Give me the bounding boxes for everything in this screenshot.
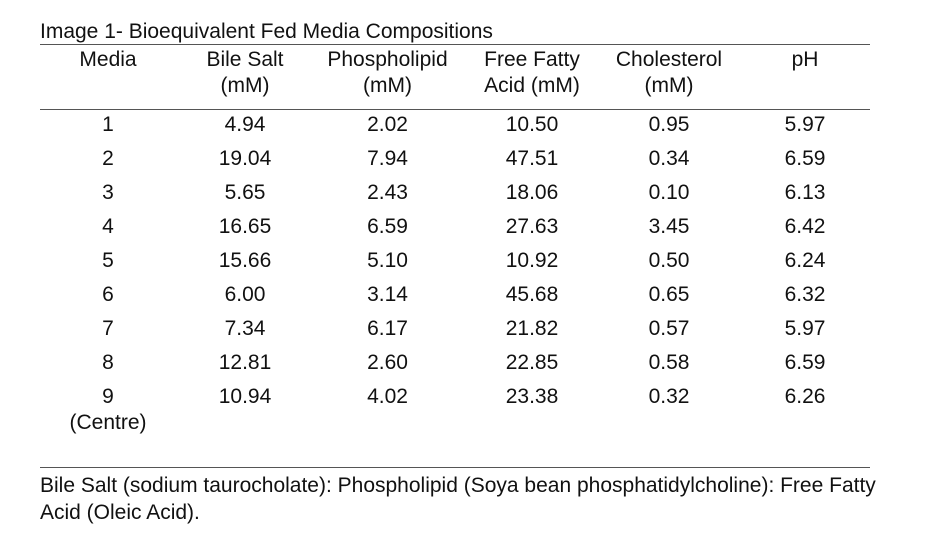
cell-phospholipid: 2.43 [367, 181, 408, 204]
footnote: Bile Salt (sodium taurocholate): Phospho… [40, 474, 876, 524]
cell-phospholipid: 2.60 [367, 351, 408, 374]
header-ph: pH [760, 47, 850, 73]
table-row: 3 5.65 2.43 18.06 0.10 6.13 [0, 180, 941, 214]
cell-bile-salt: 15.66 [218, 249, 272, 272]
header-cholesterol: Cholesterol (mM) [605, 47, 733, 99]
table-row: 9 (Centre) 10.94 4.02 23.38 0.32 6.26 [0, 384, 941, 444]
header-bile-salt-line1: Bile Salt [206, 48, 284, 71]
cell-bile-salt: 10.94 [218, 385, 272, 408]
cell-phospholipid: 3.14 [367, 283, 408, 306]
table-row: 5 15.66 5.10 10.92 0.50 6.24 [0, 248, 941, 282]
cell-free-fatty-acid: 45.68 [505, 283, 559, 306]
cell-cholesterol: 0.58 [648, 351, 690, 374]
cell-ph: 6.32 [784, 283, 826, 306]
cell-bile-salt: 6.00 [224, 283, 266, 306]
cell-bile-salt: 12.81 [218, 351, 272, 374]
cell-phospholipid: 6.59 [367, 215, 408, 238]
header-free-fatty-acid-line2: Acid (mM) [484, 74, 580, 97]
cell-ph: 5.97 [784, 317, 826, 340]
table-row: 7 7.34 6.17 21.82 0.57 5.97 [0, 316, 941, 350]
cell-media: 8 [102, 351, 114, 374]
cell-free-fatty-acid: 47.51 [505, 147, 559, 170]
top-rule [40, 44, 870, 45]
cell-cholesterol: 0.57 [648, 317, 690, 340]
cell-ph: 6.24 [784, 249, 826, 272]
cell-phospholipid: 6.17 [367, 317, 408, 340]
header-cholesterol-line1: Cholesterol [615, 48, 723, 71]
table-row: 1 4.94 2.02 10.50 0.95 5.97 [0, 112, 941, 146]
cell-bile-salt: 7.34 [224, 317, 266, 340]
header-phospholipid-line2: (mM) [363, 74, 412, 97]
header-free-fatty-acid: Free Fatty Acid (mM) [468, 47, 596, 99]
cell-phospholipid: 7.94 [367, 147, 408, 170]
cell-bile-salt: 4.94 [224, 113, 266, 136]
cell-media-number: 9 [102, 385, 114, 408]
header-media: Media [60, 47, 156, 73]
header-free-fatty-acid-line1: Free Fatty [484, 48, 580, 71]
cell-bile-salt: 16.65 [218, 215, 272, 238]
cell-free-fatty-acid: 22.85 [505, 351, 559, 374]
cell-cholesterol: 0.50 [648, 249, 690, 272]
cell-free-fatty-acid: 10.92 [505, 249, 559, 272]
header-phospholipid-line1: Phospholipid [327, 48, 448, 71]
cell-media: 2 [102, 147, 114, 170]
cell-phospholipid: 5.10 [367, 249, 408, 272]
cell-cholesterol: 0.95 [648, 113, 690, 136]
cell-free-fatty-acid: 21.82 [505, 317, 559, 340]
cell-media: 5 [102, 249, 114, 272]
cell-ph: 6.26 [784, 385, 826, 408]
header-media-line1: Media [79, 48, 137, 71]
cell-cholesterol: 0.34 [648, 147, 690, 170]
cell-cholesterol: 0.32 [648, 385, 690, 408]
cell-media: 7 [102, 317, 114, 340]
cell-ph: 6.13 [784, 181, 826, 204]
table-row: 2 19.04 7.94 47.51 0.34 6.59 [0, 146, 941, 180]
cell-media: 4 [102, 215, 114, 238]
cell-media-note: (Centre) [69, 411, 147, 434]
table-row: 4 16.65 6.59 27.63 3.45 6.42 [0, 214, 941, 248]
cell-ph: 5.97 [784, 113, 826, 136]
table-title: Image 1- Bioequivalent Fed Media Composi… [40, 20, 493, 43]
cell-cholesterol: 0.10 [648, 181, 690, 204]
cell-free-fatty-acid: 23.38 [505, 385, 559, 408]
cell-media: 9 (Centre) [60, 384, 156, 436]
cell-ph: 6.42 [784, 215, 826, 238]
footnote-rule [40, 467, 870, 468]
cell-phospholipid: 2.02 [367, 113, 408, 136]
cell-ph: 6.59 [784, 351, 826, 374]
cell-ph: 6.59 [784, 147, 826, 170]
header-ph-line1: pH [791, 48, 819, 71]
cell-cholesterol: 0.65 [648, 283, 690, 306]
cell-bile-salt: 19.04 [218, 147, 272, 170]
table-row: 6 6.00 3.14 45.68 0.65 6.32 [0, 282, 941, 316]
table-body: 1 4.94 2.02 10.50 0.95 5.97 2 19.04 7.94… [0, 112, 941, 444]
header-rule [40, 109, 870, 110]
header-bile-salt: Bile Salt (mM) [190, 47, 300, 99]
cell-bile-salt: 5.65 [224, 181, 266, 204]
cell-phospholipid: 4.02 [367, 385, 408, 408]
cell-free-fatty-acid: 10.50 [505, 113, 559, 136]
table-row: 8 12.81 2.60 22.85 0.58 6.59 [0, 350, 941, 384]
cell-media: 1 [102, 113, 114, 136]
cell-free-fatty-acid: 27.63 [505, 215, 559, 238]
cell-free-fatty-acid: 18.06 [505, 181, 559, 204]
header-cholesterol-line2: (mM) [644, 74, 694, 97]
header-bile-salt-line2: (mM) [220, 74, 270, 97]
cell-media: 6 [102, 283, 114, 306]
cell-cholesterol: 3.45 [648, 215, 690, 238]
cell-media: 3 [102, 181, 114, 204]
header-phospholipid: Phospholipid (mM) [315, 47, 460, 99]
